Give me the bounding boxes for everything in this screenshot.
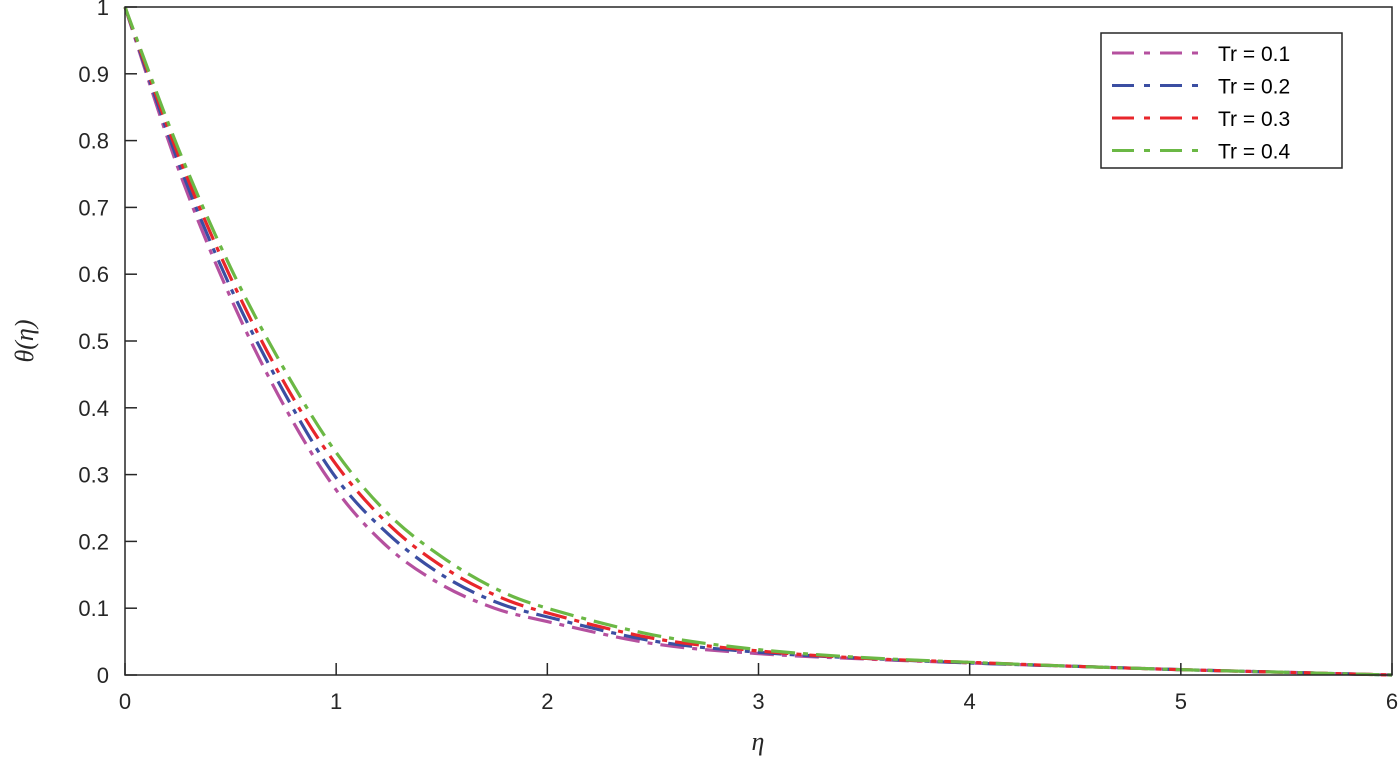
x-tick-label: 6 [1386, 689, 1398, 714]
y-tick-label: 0.7 [78, 195, 109, 220]
x-tick-label: 0 [119, 689, 131, 714]
x-tick-label: 3 [752, 689, 764, 714]
y-tick-label: 0.6 [78, 262, 109, 287]
y-tick-label: 0.4 [78, 396, 109, 421]
x-tick-label: 5 [1175, 689, 1187, 714]
x-axis-label: η [752, 727, 765, 756]
y-tick-label: 0 [97, 663, 109, 688]
y-tick-label: 0.1 [78, 596, 109, 621]
legend-label: Tr = 0.1 [1218, 43, 1290, 66]
legend-box [1100, 32, 1343, 169]
series-line-4 [123, 6, 1393, 677]
x-tick-label: 2 [541, 689, 553, 714]
y-tick-label: 0.3 [78, 463, 109, 488]
y-tick-label: 0.5 [78, 329, 109, 354]
y-axis-label: θ(η) [10, 320, 39, 363]
plot-area [123, 6, 1393, 677]
series-line-3 [123, 6, 1393, 677]
legend-label: Tr = 0.3 [1218, 108, 1290, 131]
legend: Tr = 0.1 Tr = 0.2 Tr = 0.3 Tr = 0.4 [1100, 32, 1343, 169]
legend-label: Tr = 0.2 [1218, 76, 1290, 99]
y-tick-label: 0.2 [78, 529, 109, 554]
x-tick-label: 4 [964, 689, 976, 714]
x-tick-label: 1 [330, 689, 342, 714]
legend-label: Tr = 0.4 [1218, 141, 1290, 164]
y-tick-label: 0.9 [78, 62, 109, 87]
y-tick-label: 0.8 [78, 129, 109, 154]
axes: 0 1 2 3 4 5 6 0 0.1 0.2 0.3 0.4 0.5 0.6 0.7 0.8 0.9 1 [78, 0, 1398, 714]
y-tick-label: 1 [97, 0, 109, 20]
